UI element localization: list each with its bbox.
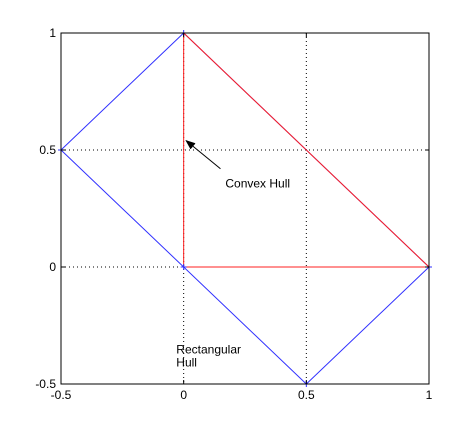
x-tick-label: 0 xyxy=(180,388,187,402)
y-tick-label: 0.5 xyxy=(39,143,56,157)
plot-area-frame xyxy=(60,32,430,385)
annotation-text-1: Rectangular xyxy=(176,343,241,357)
data-point-marker xyxy=(180,264,187,270)
annotation-arrow xyxy=(185,140,221,170)
series-line-0 xyxy=(60,32,430,385)
axis-ticks: -0.5 0 0.5 1 -0.5 0 0.5 1 xyxy=(35,26,432,402)
x-tick-label: 1 xyxy=(426,388,433,402)
x-tick-label: -0.5 xyxy=(51,388,72,402)
annotation-text-1: Hull xyxy=(176,356,197,370)
y-tick-label: -0.5 xyxy=(35,377,56,391)
y-tick-label: 0 xyxy=(49,260,56,274)
x-tick-label: 0.5 xyxy=(298,388,315,402)
grid-lines xyxy=(61,33,429,384)
y-tick-label: 1 xyxy=(49,26,56,40)
series-line-1 xyxy=(183,32,431,268)
data-series xyxy=(60,32,431,385)
annotation-text-0: Convex Hull xyxy=(225,176,290,190)
data-markers xyxy=(58,30,432,387)
